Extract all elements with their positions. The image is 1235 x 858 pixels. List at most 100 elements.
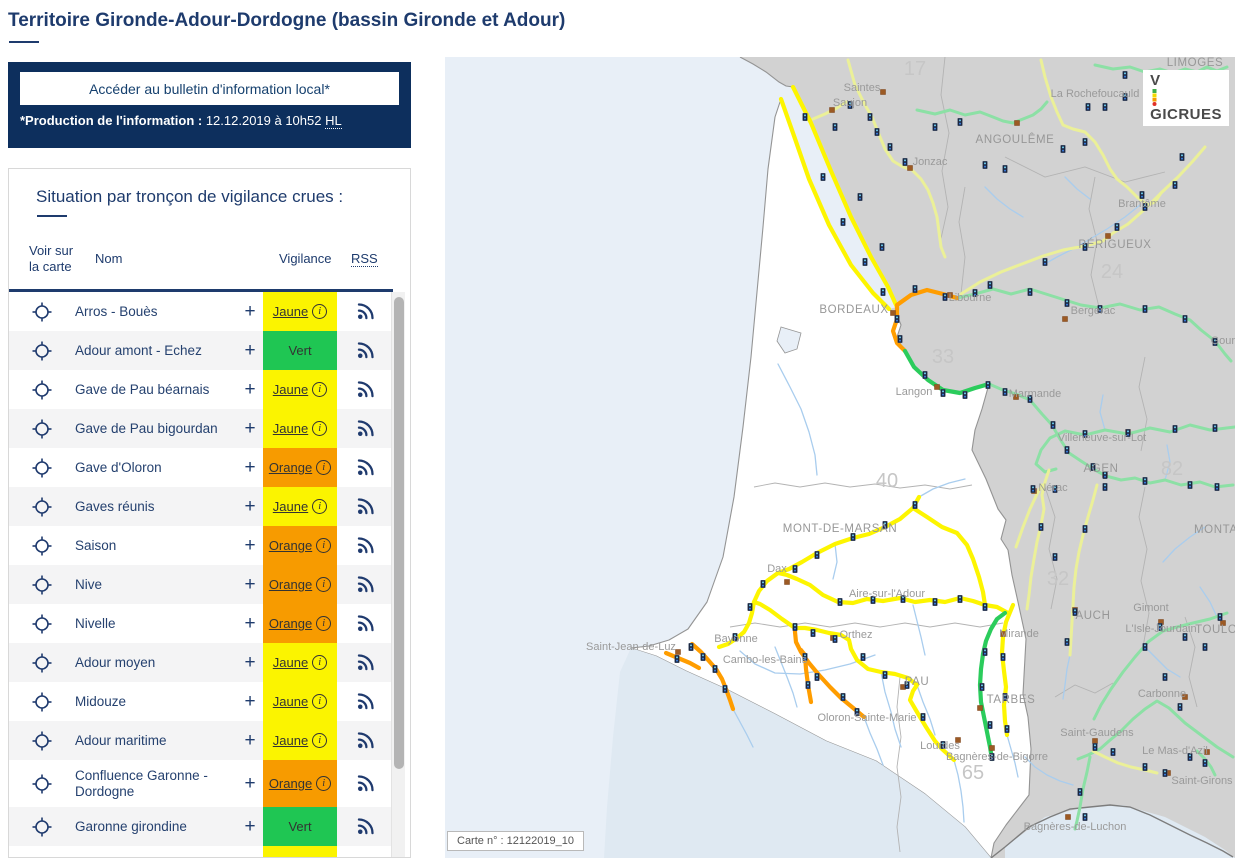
station-marker[interactable]	[1060, 145, 1066, 153]
locate-on-map-icon[interactable]	[9, 301, 75, 323]
zoom-plus-icon[interactable]: +	[244, 456, 256, 478]
station-marker[interactable]	[982, 648, 988, 656]
vigilance-badge[interactable]: Jaune i	[263, 370, 337, 409]
info-icon[interactable]: i	[316, 538, 332, 553]
station-marker[interactable]	[1139, 191, 1145, 199]
station-marker[interactable]	[1102, 471, 1108, 479]
troncon-gaves-reunis[interactable]	[751, 599, 798, 631]
zoom-plus-icon[interactable]: +	[244, 573, 256, 595]
rss-icon[interactable]	[337, 691, 393, 712]
station-marker[interactable]	[1122, 71, 1128, 79]
station-marker[interactable]	[932, 598, 938, 606]
station-marker[interactable]	[1142, 643, 1148, 651]
rss-icon[interactable]	[337, 535, 393, 556]
station-marker[interactable]	[1187, 753, 1193, 761]
vigilance-badge[interactable]: Jaune i	[263, 409, 337, 448]
station-marker[interactable]	[1214, 483, 1220, 491]
zoom-plus-icon[interactable]: +	[244, 815, 256, 837]
station-marker[interactable]	[1102, 483, 1108, 491]
station-marker[interactable]	[1082, 525, 1088, 533]
station-marker[interactable]	[805, 681, 811, 689]
rss-icon[interactable]	[337, 613, 393, 634]
station-marker[interactable]	[1125, 429, 1131, 437]
station-marker[interactable]	[987, 721, 993, 729]
station-marker[interactable]	[862, 258, 868, 266]
station-marker[interactable]	[985, 381, 991, 389]
station-marker[interactable]	[940, 389, 946, 397]
vigilance-level-label[interactable]: Orange	[268, 538, 313, 553]
zoom-plus-icon[interactable]: +	[244, 339, 256, 361]
station-marker[interactable]	[902, 158, 908, 166]
info-icon[interactable]: i	[316, 776, 332, 791]
station-marker[interactable]	[1082, 243, 1088, 251]
station-marker[interactable]	[957, 118, 963, 126]
troncon-midou[interactable]	[910, 505, 988, 608]
scrollbar-track[interactable]	[391, 292, 405, 857]
station-marker[interactable]	[760, 580, 766, 588]
locate-on-map-icon[interactable]	[9, 340, 75, 362]
vigilance-level-label[interactable]: Jaune	[272, 421, 309, 436]
locate-on-map-icon[interactable]	[9, 535, 75, 557]
vigilance-badge[interactable]: Vert	[263, 331, 337, 370]
station-marker[interactable]	[674, 655, 680, 663]
station-marker[interactable]	[879, 243, 885, 251]
station-marker[interactable]	[1142, 763, 1148, 771]
rss-icon[interactable]	[337, 773, 393, 794]
station-marker[interactable]	[867, 113, 873, 121]
station-marker[interactable]	[832, 123, 838, 131]
station-marker[interactable]	[712, 665, 718, 673]
troncon-dordogne[interactable]	[955, 287, 1233, 363]
station-marker[interactable]	[1064, 638, 1070, 646]
station-marker[interactable]	[1172, 425, 1178, 433]
troncon-arros-boues[interactable]	[999, 602, 1016, 738]
station-marker[interactable]	[820, 173, 826, 181]
info-icon[interactable]: i	[316, 577, 332, 592]
troncon-gelise[interactable]	[1014, 483, 1044, 549]
info-icon[interactable]: i	[312, 694, 328, 709]
zoom-plus-icon[interactable]: +	[244, 495, 256, 517]
troncon-lot[interactable]	[1034, 423, 1235, 474]
station-marker[interactable]	[920, 713, 926, 721]
station-marker[interactable]	[880, 288, 886, 296]
station-marker[interactable]	[1102, 103, 1108, 111]
troncon-charente-angoumoise[interactable]	[915, 100, 1049, 125]
vigilance-level-label[interactable]: Jaune	[272, 304, 309, 319]
station-marker[interactable]	[722, 685, 728, 693]
locate-on-map-icon[interactable]	[9, 773, 75, 795]
locate-on-map-icon[interactable]	[9, 613, 75, 635]
locate-on-map-icon[interactable]	[9, 457, 75, 479]
station-marker[interactable]	[1142, 477, 1148, 485]
vigilance-badge[interactable]: Jaune i	[263, 682, 337, 721]
info-icon[interactable]: i	[312, 421, 328, 436]
zoom-plus-icon[interactable]: +	[244, 729, 256, 751]
station-marker[interactable]	[989, 753, 995, 761]
vigilance-badge[interactable]: Jaune i	[263, 643, 337, 682]
station-marker[interactable]	[1082, 813, 1088, 821]
station-marker[interactable]	[1179, 153, 1185, 161]
station-marker[interactable]	[700, 653, 706, 661]
station-marker[interactable]	[1002, 693, 1008, 701]
station-marker[interactable]	[1182, 633, 1188, 641]
station-marker[interactable]	[1042, 258, 1048, 266]
locate-on-map-icon[interactable]	[9, 496, 75, 518]
station-marker[interactable]	[1064, 446, 1070, 454]
locate-on-map-icon[interactable]	[9, 816, 75, 838]
troncon-isle[interactable]	[959, 145, 1207, 296]
station-marker[interactable]	[1004, 725, 1010, 733]
rss-icon[interactable]	[337, 574, 393, 595]
troncon-gave-oloron[interactable]	[792, 625, 867, 720]
scrollbar-thumb[interactable]	[393, 297, 404, 769]
station-marker[interactable]	[832, 635, 838, 643]
rss-icon[interactable]	[337, 652, 393, 673]
station-marker[interactable]	[1072, 608, 1078, 616]
station-marker[interactable]	[802, 113, 808, 121]
station-marker[interactable]	[900, 595, 906, 603]
station-marker[interactable]	[840, 693, 846, 701]
vigilance-badge[interactable]: Jaune i	[263, 292, 337, 331]
station-marker[interactable]	[962, 391, 968, 399]
station-marker[interactable]	[897, 335, 903, 343]
vigilance-badge[interactable]: Orange i	[263, 604, 337, 643]
troncon-arize[interactable]	[1195, 749, 1217, 777]
zoom-plus-icon[interactable]: +	[244, 690, 256, 712]
station-marker[interactable]	[1202, 643, 1208, 651]
